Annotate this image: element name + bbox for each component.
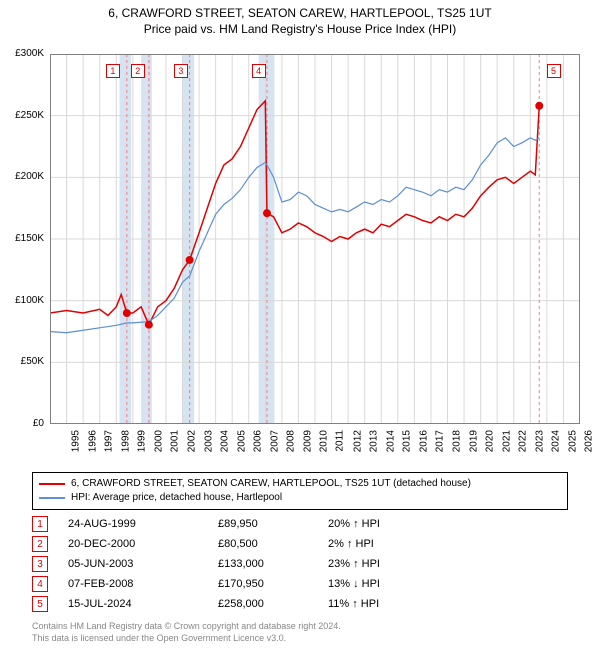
legend-item: 6, CRAWFORD STREET, SEATON CAREW, HARTLE… bbox=[39, 477, 561, 491]
sale-price: £170,950 bbox=[218, 578, 328, 590]
sale-date: 24-AUG-1999 bbox=[68, 518, 218, 530]
sale-pct-vs-hpi: 13% ↓ HPI bbox=[328, 578, 458, 590]
footer-line2: This data is licensed under the Open Gov… bbox=[32, 632, 568, 644]
legend-label: HPI: Average price, detached house, Hart… bbox=[71, 491, 282, 505]
sale-badge-on-chart: 2 bbox=[131, 64, 145, 78]
x-tick-label: 1998 bbox=[120, 430, 131, 452]
x-tick-label: 2015 bbox=[402, 430, 413, 452]
sale-pct-vs-hpi: 11% ↑ HPI bbox=[328, 598, 458, 610]
chart-svg bbox=[50, 54, 580, 424]
sale-row: 4 07-FEB-2008£170,95013% ↓ HPI bbox=[32, 574, 568, 594]
legend-label: 6, CRAWFORD STREET, SEATON CAREW, HARTLE… bbox=[71, 477, 471, 491]
sale-badge: 5 bbox=[32, 596, 48, 612]
chart-title-line1: 6, CRAWFORD STREET, SEATON CAREW, HARTLE… bbox=[0, 6, 600, 20]
y-tick-label: £100K bbox=[4, 295, 44, 306]
x-tick-label: 2000 bbox=[153, 430, 164, 452]
x-tick-label: 2020 bbox=[484, 430, 495, 452]
x-tick-label: 2013 bbox=[368, 430, 379, 452]
sale-pct-vs-hpi: 20% ↑ HPI bbox=[328, 518, 458, 530]
x-tick-label: 2008 bbox=[286, 430, 297, 452]
chart-title-line2: Price paid vs. HM Land Registry's House … bbox=[0, 22, 600, 36]
sale-badge: 2 bbox=[32, 536, 48, 552]
y-tick-label: £200K bbox=[4, 171, 44, 182]
sale-price: £89,950 bbox=[218, 518, 328, 530]
sale-badge-on-chart: 5 bbox=[547, 64, 561, 78]
sale-row: 5 15-JUL-2024£258,00011% ↑ HPI bbox=[32, 594, 568, 614]
legend-item: HPI: Average price, detached house, Hart… bbox=[39, 491, 561, 505]
sale-price: £80,500 bbox=[218, 538, 328, 550]
sale-row: 2 20-DEC-2000£80,5002% ↑ HPI bbox=[32, 534, 568, 554]
x-tick-label: 1996 bbox=[87, 430, 98, 452]
x-tick-label: 1995 bbox=[70, 430, 81, 452]
x-tick-label: 2009 bbox=[302, 430, 313, 452]
sale-date: 05-JUN-2003 bbox=[68, 558, 218, 570]
x-tick-label: 2017 bbox=[435, 430, 446, 452]
x-tick-label: 2016 bbox=[418, 430, 429, 452]
y-tick-label: £300K bbox=[4, 48, 44, 59]
sale-row: 1 24-AUG-1999£89,95020% ↑ HPI bbox=[32, 514, 568, 534]
sale-date: 15-JUL-2024 bbox=[68, 598, 218, 610]
x-tick-label: 2025 bbox=[567, 430, 578, 452]
x-tick-label: 2023 bbox=[534, 430, 545, 452]
x-tick-label: 2003 bbox=[203, 430, 214, 452]
x-tick-label: 2024 bbox=[551, 430, 562, 452]
x-tick-label: 2007 bbox=[269, 430, 280, 452]
sale-badge-on-chart: 1 bbox=[106, 64, 120, 78]
y-tick-label: £150K bbox=[4, 233, 44, 244]
x-tick-label: 2021 bbox=[501, 430, 512, 452]
sale-price: £133,000 bbox=[218, 558, 328, 570]
x-tick-label: 2001 bbox=[170, 430, 181, 452]
sale-badge: 1 bbox=[32, 516, 48, 532]
sale-date: 20-DEC-2000 bbox=[68, 538, 218, 550]
x-tick-label: 2022 bbox=[517, 430, 528, 452]
x-tick-label: 2014 bbox=[385, 430, 396, 452]
x-tick-label: 2019 bbox=[468, 430, 479, 452]
x-tick-label: 1997 bbox=[103, 430, 114, 452]
legend-swatch bbox=[39, 497, 65, 499]
chart-plot-area bbox=[50, 54, 580, 424]
x-tick-label: 2026 bbox=[584, 430, 595, 452]
x-tick-label: 2005 bbox=[236, 430, 247, 452]
legend-swatch bbox=[39, 483, 65, 485]
y-tick-label: £0 bbox=[4, 418, 44, 429]
sale-date: 07-FEB-2008 bbox=[68, 578, 218, 590]
sale-row: 3 05-JUN-2003£133,00023% ↑ HPI bbox=[32, 554, 568, 574]
sale-pct-vs-hpi: 2% ↑ HPI bbox=[328, 538, 458, 550]
sale-badge: 4 bbox=[32, 576, 48, 592]
sale-badge-on-chart: 3 bbox=[174, 64, 188, 78]
x-tick-label: 2011 bbox=[335, 430, 346, 452]
x-tick-label: 2018 bbox=[451, 430, 462, 452]
x-tick-label: 2006 bbox=[252, 430, 263, 452]
x-tick-label: 2002 bbox=[186, 430, 197, 452]
footer-attribution: Contains HM Land Registry data © Crown c… bbox=[32, 620, 568, 644]
x-tick-label: 2004 bbox=[219, 430, 230, 452]
legend-box: 6, CRAWFORD STREET, SEATON CAREW, HARTLE… bbox=[32, 472, 568, 510]
sale-pct-vs-hpi: 23% ↑ HPI bbox=[328, 558, 458, 570]
y-tick-label: £50K bbox=[4, 356, 44, 367]
x-tick-label: 2010 bbox=[319, 430, 330, 452]
sale-badge-on-chart: 4 bbox=[252, 64, 266, 78]
sales-table: 1 24-AUG-1999£89,95020% ↑ HPI 2 20-DEC-2000… bbox=[32, 514, 568, 614]
y-tick-label: £250K bbox=[4, 110, 44, 121]
x-tick-label: 2012 bbox=[352, 430, 363, 452]
footer-line1: Contains HM Land Registry data © Crown c… bbox=[32, 620, 568, 632]
x-tick-label: 1999 bbox=[137, 430, 148, 452]
sale-price: £258,000 bbox=[218, 598, 328, 610]
sale-badge: 3 bbox=[32, 556, 48, 572]
